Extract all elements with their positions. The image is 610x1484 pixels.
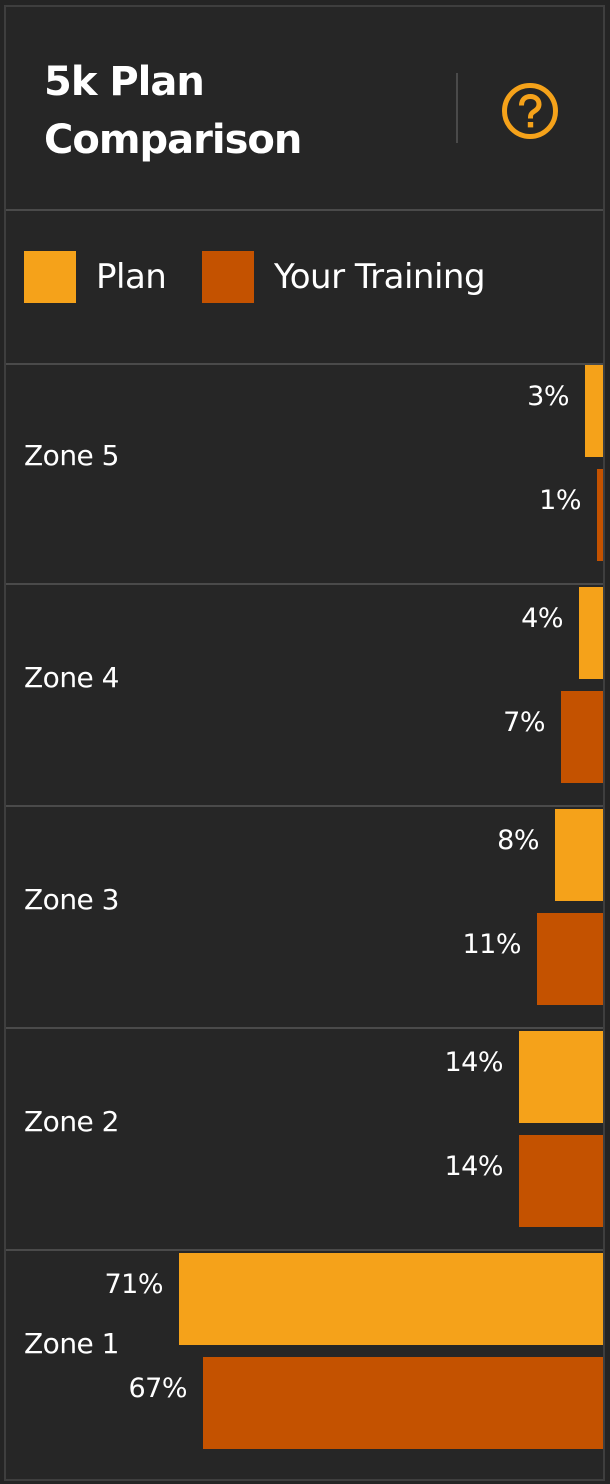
legend-label-plan: Plan — [96, 257, 167, 297]
bar-your-training — [519, 1135, 603, 1227]
zone-row: Zone 2 14% 14% — [6, 1029, 603, 1251]
bar-your-training — [203, 1357, 603, 1449]
legend-swatch-your-training — [202, 251, 254, 303]
bar-value-label-your-training: 7% — [503, 707, 545, 738]
zone-label: Zone 1 — [24, 1327, 120, 1360]
bar-value-label-your-training: 14% — [444, 1151, 503, 1182]
bar-your-training — [597, 469, 603, 561]
legend-swatch-plan — [24, 251, 76, 303]
zone-label: Zone 4 — [24, 661, 120, 694]
plan-comparison-card: 5k Plan Comparison Plan Your Training Zo… — [4, 5, 605, 1481]
page-title: 5k Plan Comparison — [44, 59, 302, 163]
zone-row: Zone 5 3% 1% — [6, 363, 603, 585]
zone-label: Zone 2 — [24, 1105, 120, 1138]
bar-plan — [179, 1253, 603, 1345]
zone-label: Zone 3 — [24, 883, 120, 916]
bar-value-label-plan: 4% — [521, 603, 563, 634]
zone-label: Zone 5 — [24, 439, 120, 472]
bar-your-training — [561, 691, 603, 783]
bar-value-label-plan: 8% — [497, 825, 539, 856]
bar-plan — [555, 809, 603, 901]
zone-row: Zone 1 71% 67% — [6, 1251, 603, 1473]
card-header: 5k Plan Comparison — [6, 7, 603, 211]
header-divider — [456, 73, 458, 143]
bar-value-label-plan: 71% — [104, 1269, 163, 1300]
bar-your-training — [537, 913, 603, 1005]
bar-value-label-plan: 14% — [444, 1047, 503, 1078]
zone-row: Zone 3 8% 11% — [6, 807, 603, 1029]
question-circle-icon — [502, 83, 558, 139]
help-button[interactable] — [500, 81, 560, 141]
legend-item-your-training: Your Training — [202, 249, 486, 305]
chart-legend: Plan Your Training — [6, 211, 603, 365]
bar-plan — [579, 587, 603, 679]
bar-value-label-your-training: 11% — [462, 929, 521, 960]
bar-plan — [519, 1031, 603, 1123]
legend-item-plan: Plan — [24, 249, 167, 305]
legend-label-your-training: Your Training — [274, 257, 486, 297]
bar-value-label-your-training: 67% — [128, 1373, 187, 1404]
zone-bar-chart: Zone 5 3% 1% Zone 4 4% 7% Zone 3 8% 11% Zone 2 14%… — [6, 363, 603, 1479]
bar-value-label-plan: 3% — [527, 381, 569, 412]
zone-row: Zone 4 4% 7% — [6, 585, 603, 807]
bar-plan — [585, 365, 603, 457]
bar-value-label-your-training: 1% — [539, 485, 581, 516]
